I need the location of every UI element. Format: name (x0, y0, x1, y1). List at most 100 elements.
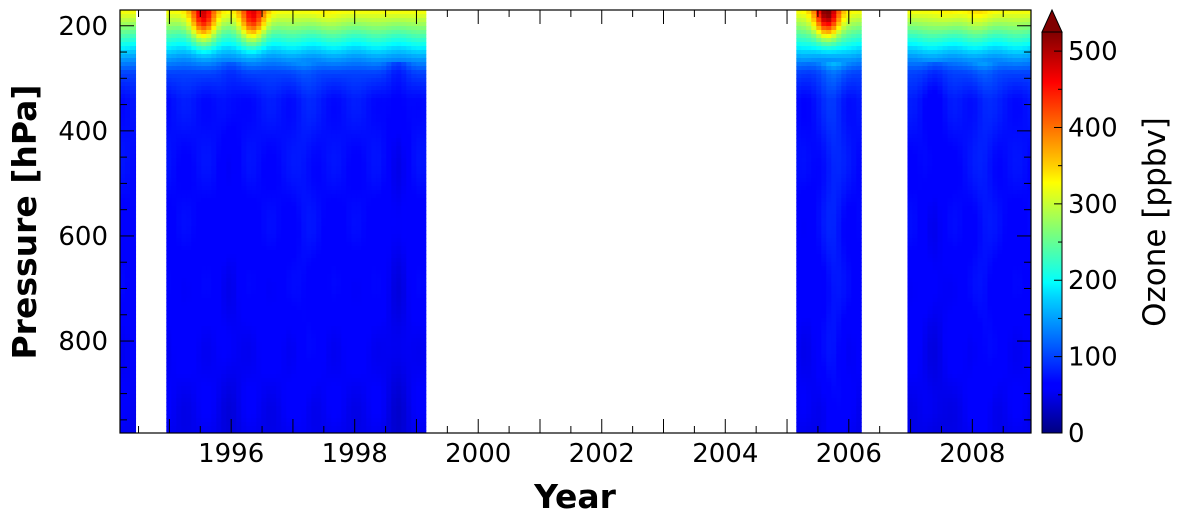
heatmap-cell-seg1 (221, 238, 227, 243)
heatmap-cell-seg1 (241, 162, 247, 167)
heatmap-cell-seg1 (226, 314, 232, 319)
heatmap-cell-seg1 (301, 102, 307, 107)
heatmap-cell-seg1 (216, 418, 222, 423)
heatmap-cell-seg1 (166, 38, 172, 43)
heatmap-cell-seg0 (130, 430, 136, 433)
heatmap-cell-seg1 (251, 94, 257, 99)
heatmap-cell-seg1 (191, 254, 197, 259)
heatmap-cell-seg1 (211, 254, 217, 259)
heatmap-cell-seg1 (231, 18, 237, 23)
heatmap-cell-seg1 (316, 202, 322, 207)
heatmap-cell-seg1 (196, 162, 202, 167)
heatmap-cell-seg1 (346, 102, 352, 107)
heatmap-cell-seg1 (316, 130, 322, 135)
heatmap-cell-seg1 (286, 226, 292, 231)
heatmap-cell-seg1 (361, 170, 367, 175)
heatmap-cell-seg1 (206, 310, 212, 315)
heatmap-cell-seg0 (120, 106, 126, 111)
heatmap-cell-seg1 (361, 310, 367, 315)
heatmap-cell-seg1 (191, 338, 197, 343)
heatmap-cell-seg1 (256, 82, 262, 87)
heatmap-cell-seg1 (181, 150, 187, 155)
heatmap-cell-seg1 (346, 406, 352, 411)
heatmap-cell-seg1 (316, 74, 322, 79)
heatmap-cell-seg1 (241, 214, 247, 219)
heatmap-cell-seg1 (371, 342, 377, 347)
heatmap-cell-seg1 (331, 50, 337, 55)
heatmap-cell-seg1 (261, 242, 267, 247)
heatmap-cell-seg1 (321, 366, 327, 371)
heatmap-cell-seg1 (371, 98, 377, 103)
heatmap-cell-seg1 (171, 234, 177, 239)
heatmap-cell-seg1 (206, 326, 212, 331)
heatmap-cell-seg1 (221, 322, 227, 327)
heatmap-cell-seg1 (316, 106, 322, 111)
heatmap-cell-seg1 (346, 390, 352, 395)
heatmap-cell-seg1 (371, 290, 377, 295)
heatmap-cell-seg1 (271, 54, 277, 59)
heatmap-cell-seg1 (166, 326, 172, 331)
heatmap-cell-seg1 (321, 46, 327, 51)
heatmap-cell-seg1 (291, 306, 297, 311)
heatmap-cell-seg1 (176, 150, 182, 155)
heatmap-cell-seg1 (336, 254, 342, 259)
heatmap-cell-seg1 (166, 254, 172, 259)
heatmap-cell-seg1 (211, 334, 217, 339)
heatmap-cell-seg1 (296, 126, 302, 131)
heatmap-cell-seg1 (206, 246, 212, 251)
heatmap-cell-seg1 (291, 110, 297, 115)
heatmap-cell-seg1 (226, 426, 232, 431)
heatmap-cell-seg1 (311, 338, 317, 343)
heatmap-cell-seg1 (171, 262, 177, 267)
heatmap-cell-seg1 (366, 334, 372, 339)
heatmap-cell-seg1 (361, 290, 367, 295)
heatmap-cell-seg1 (276, 374, 282, 379)
heatmap-cell-seg1 (191, 26, 197, 31)
heatmap-cell-seg1 (301, 210, 307, 215)
heatmap-cell-seg1 (376, 102, 382, 107)
heatmap-cell-seg1 (271, 158, 277, 163)
heatmap-cell-seg1 (376, 150, 382, 155)
heatmap-cell-seg1 (311, 18, 317, 23)
heatmap-cell-seg1 (376, 110, 382, 115)
heatmap-cell-seg1 (296, 330, 302, 335)
heatmap-cell-seg0 (130, 426, 136, 431)
heatmap-cell-seg1 (351, 106, 357, 111)
heatmap-cell-seg1 (186, 22, 192, 27)
heatmap-cell-seg1 (291, 210, 297, 215)
heatmap-cell-seg0 (135, 70, 137, 75)
heatmap-cell-seg1 (201, 254, 207, 259)
heatmap-cell-seg1 (326, 310, 332, 315)
heatmap-cell-seg1 (286, 138, 292, 143)
heatmap-cell-seg0 (135, 178, 137, 183)
heatmap-cell-seg1 (311, 394, 317, 399)
heatmap-cell-seg1 (316, 26, 322, 31)
heatmap-cell-seg0 (125, 330, 131, 335)
heatmap-cell-seg1 (321, 358, 327, 363)
heatmap-cell-seg1 (306, 50, 312, 55)
heatmap-cell-seg1 (371, 334, 377, 339)
heatmap-cell-seg1 (166, 270, 172, 275)
heatmap-cell-seg1 (176, 254, 182, 259)
heatmap-cell-seg0 (125, 274, 131, 279)
heatmap-cell-seg1 (211, 310, 217, 315)
heatmap-cell-seg1 (336, 362, 342, 367)
heatmap-cell-seg1 (241, 430, 247, 433)
heatmap-cell-seg1 (316, 314, 322, 319)
heatmap-cell-seg1 (346, 150, 352, 155)
heatmap-cell-seg1 (231, 250, 237, 255)
heatmap-cell-seg1 (196, 78, 202, 83)
heatmap-cell-seg1 (346, 338, 352, 343)
heatmap-cell-seg1 (246, 218, 252, 223)
heatmap-cell-seg1 (236, 106, 242, 111)
heatmap-cell-seg1 (361, 250, 367, 255)
heatmap-cell-seg1 (241, 146, 247, 151)
heatmap-cell-seg1 (291, 46, 297, 51)
heatmap-cell-seg1 (226, 378, 232, 383)
heatmap-cell-seg1 (381, 14, 387, 19)
heatmap-cell-seg1 (301, 90, 307, 95)
heatmap-cell-seg1 (356, 374, 362, 379)
heatmap-cell-seg1 (236, 238, 242, 243)
heatmap-cell-seg1 (266, 282, 272, 287)
heatmap-cell-seg0 (130, 138, 136, 143)
